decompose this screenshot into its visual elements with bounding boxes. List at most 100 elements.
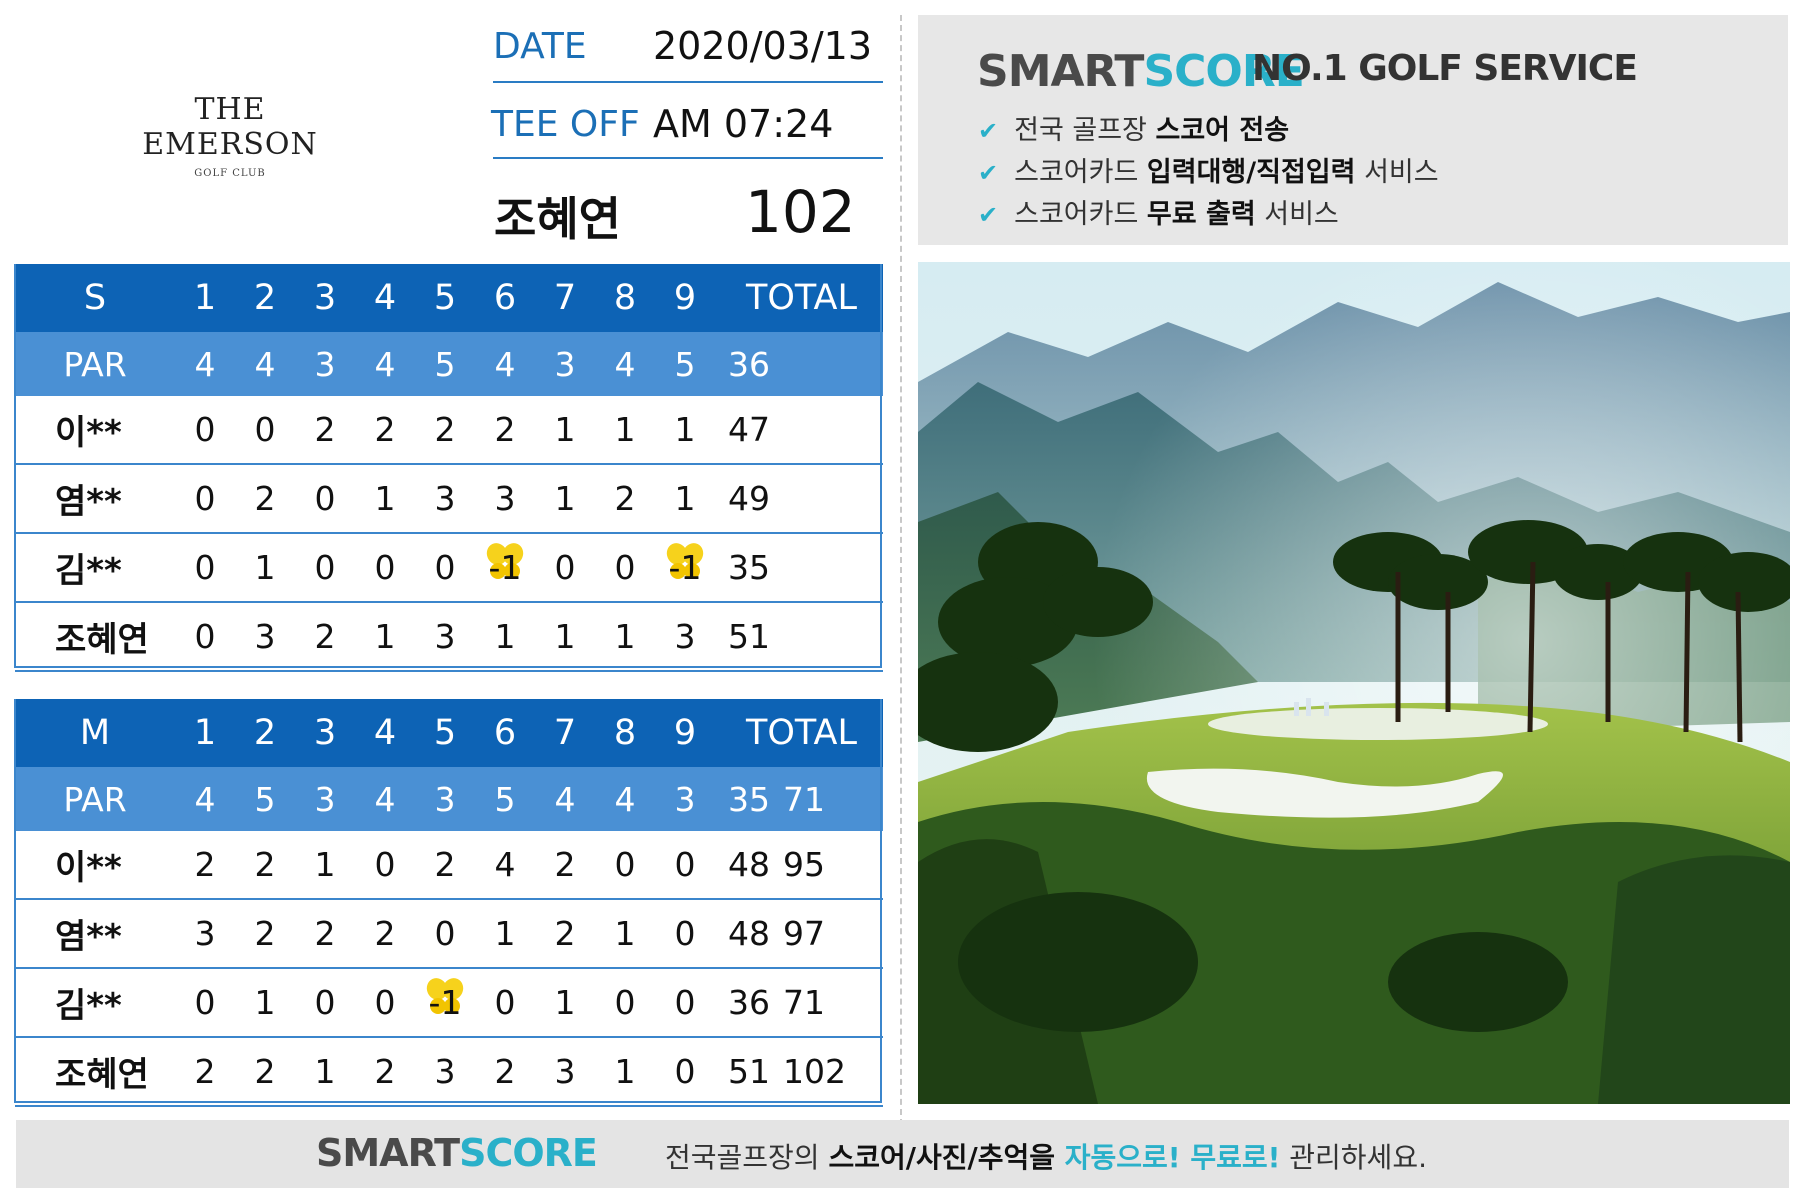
birdie-marker-icon bbox=[666, 543, 703, 579]
hole-number: 8 bbox=[595, 264, 655, 332]
row-grand-total: 95 bbox=[783, 831, 884, 900]
score-cell: 0 bbox=[655, 831, 715, 900]
score-cell: 2 bbox=[235, 831, 295, 900]
score-cell: 1 bbox=[535, 396, 595, 465]
player-name-cell: 김** bbox=[15, 533, 175, 603]
promo-feature-list: ✔ 전국 골프장 스코어 전송 ✔ 스코어카드 입력대행/직접입력 서비스 ✔ 스코어… bbox=[978, 110, 1439, 236]
score-cell: 0 bbox=[175, 533, 235, 603]
score-cell: 3 bbox=[415, 602, 475, 672]
score-cell: 0 bbox=[235, 396, 295, 465]
promo-item-text: 전국 골프장 bbox=[1014, 115, 1156, 146]
par-total: 36 bbox=[715, 332, 783, 396]
player-name-cell: 김** bbox=[15, 968, 175, 1038]
banner-text-post: 관리하세요. bbox=[1280, 1141, 1427, 1174]
promo-item-bold: 입력대행/직접입력 bbox=[1146, 157, 1356, 188]
score-cell: 3 bbox=[415, 464, 475, 534]
smartscore-logo: SMARTSCORE bbox=[977, 46, 1305, 97]
total-header: TOTAL bbox=[715, 264, 884, 332]
player-row: 이** 2 2 1 0 2 4 2 0 0 48 95 bbox=[15, 831, 884, 900]
score-cell: 1 bbox=[475, 899, 535, 969]
par-value: 4 bbox=[595, 332, 655, 396]
score-cell: 1 bbox=[235, 968, 295, 1038]
score-cell: 1 bbox=[655, 396, 715, 465]
hole-number: 2 bbox=[235, 264, 295, 332]
banner-brand-score: SCORE bbox=[459, 1131, 598, 1175]
score-cell: 1 bbox=[595, 396, 655, 465]
score-cell: 0 bbox=[595, 831, 655, 900]
score-cell: 2 bbox=[535, 831, 595, 900]
hole-number: 3 bbox=[295, 699, 355, 767]
promo-item-post: 서비스 bbox=[1355, 157, 1439, 188]
hole-number: 7 bbox=[535, 264, 595, 332]
row-grand-total: 71 bbox=[783, 968, 884, 1038]
par-value: 3 bbox=[295, 332, 355, 396]
score-cell: 1 bbox=[235, 533, 295, 603]
row-grand-empty bbox=[783, 464, 884, 534]
score-cell: 0 bbox=[295, 533, 355, 603]
player-total-score: 102 bbox=[745, 178, 856, 246]
tee-off-label: TEE OFF bbox=[491, 104, 640, 145]
promo-item: ✔ 스코어카드 입력대행/직접입력 서비스 bbox=[978, 152, 1439, 194]
tee-off-value: AM 07:24 bbox=[653, 102, 834, 146]
check-icon: ✔ bbox=[978, 201, 999, 229]
par-grand-total: 71 bbox=[783, 767, 884, 831]
hole-number: 3 bbox=[295, 264, 355, 332]
course-label: S bbox=[15, 264, 175, 332]
scorecard-course-s: S 1 2 3 4 5 6 7 8 9 TOTAL PAR 4 4 3 4 5 … bbox=[15, 264, 884, 672]
score-cell: 0 bbox=[535, 533, 595, 603]
row-total: 48 bbox=[715, 899, 783, 969]
player-row: 염** 3 2 2 2 0 1 2 1 0 48 97 bbox=[15, 899, 884, 969]
club-subtitle: GOLF CLUB bbox=[194, 168, 266, 179]
player-name-cell: 이** bbox=[15, 396, 175, 465]
par-value: 4 bbox=[535, 767, 595, 831]
banner-text: 전국골프장의 스코어/사진/추억을 자동으로! 무료로! 관리하세요. bbox=[665, 1136, 1427, 1176]
club-logo: THE EMERSON GOLF CLUB bbox=[110, 92, 350, 179]
score-cell: 3 bbox=[655, 602, 715, 672]
row-grand-empty bbox=[783, 602, 884, 672]
par-value: 4 bbox=[475, 332, 535, 396]
score-cell: 1 bbox=[535, 464, 595, 534]
score-cell: 2 bbox=[355, 1037, 415, 1107]
par-row: PAR 4 5 3 4 3 5 4 4 3 35 71 bbox=[15, 767, 884, 831]
score-cell: 2 bbox=[415, 831, 475, 900]
score-cell: 0 bbox=[175, 464, 235, 534]
score-cell: 1 bbox=[595, 1037, 655, 1107]
promo-item-bold: 무료 출력 bbox=[1146, 199, 1256, 230]
hole-number: 4 bbox=[355, 699, 415, 767]
par-value: 3 bbox=[655, 767, 715, 831]
hole-number: 8 bbox=[595, 699, 655, 767]
score-cell: 2 bbox=[415, 396, 475, 465]
banner-text-pre: 전국골프장의 bbox=[665, 1141, 829, 1174]
row-grand-total: 102 bbox=[783, 1037, 884, 1107]
player-row: 조혜연 0 3 2 1 3 1 1 1 3 51 bbox=[15, 602, 884, 672]
score-cell: 2 bbox=[295, 396, 355, 465]
banner-brand-smart: SMART bbox=[316, 1131, 460, 1175]
promo-item-text: 스코어카드 bbox=[1014, 199, 1147, 230]
promo-box bbox=[918, 15, 1788, 245]
hole-number: 7 bbox=[535, 699, 595, 767]
score-cell: 1 bbox=[295, 831, 355, 900]
player-name-cell: 조혜연 bbox=[15, 602, 175, 672]
par-value: 3 bbox=[535, 332, 595, 396]
brand-smart: SMART bbox=[977, 46, 1144, 97]
row-total: 36 bbox=[715, 968, 783, 1038]
par-value: 5 bbox=[235, 767, 295, 831]
course-header-row: S 1 2 3 4 5 6 7 8 9 TOTAL bbox=[15, 264, 884, 332]
promo-item: ✔ 스코어카드 무료 출력 서비스 bbox=[978, 194, 1439, 236]
row-grand-total: 97 bbox=[783, 899, 884, 969]
score-cell: 0 bbox=[595, 968, 655, 1038]
promo-item-text: 스코어카드 bbox=[1014, 157, 1147, 188]
total-header: TOTAL bbox=[715, 699, 884, 767]
par-value: 5 bbox=[415, 332, 475, 396]
par-value: 4 bbox=[355, 332, 415, 396]
score-cell: 2 bbox=[235, 464, 295, 534]
scorecard-course-m: M 1 2 3 4 5 6 7 8 9 TOTAL PAR 4 5 3 4 3 … bbox=[15, 699, 884, 1107]
score-cell: 0 bbox=[415, 533, 475, 603]
score-cell: 3 bbox=[415, 1037, 475, 1107]
score-cell: 0 bbox=[175, 602, 235, 672]
check-icon: ✔ bbox=[978, 117, 999, 145]
score-cell: 2 bbox=[535, 899, 595, 969]
par-value: 4 bbox=[235, 332, 295, 396]
score-value: -1 bbox=[668, 548, 702, 587]
score-cell: 2 bbox=[295, 602, 355, 672]
